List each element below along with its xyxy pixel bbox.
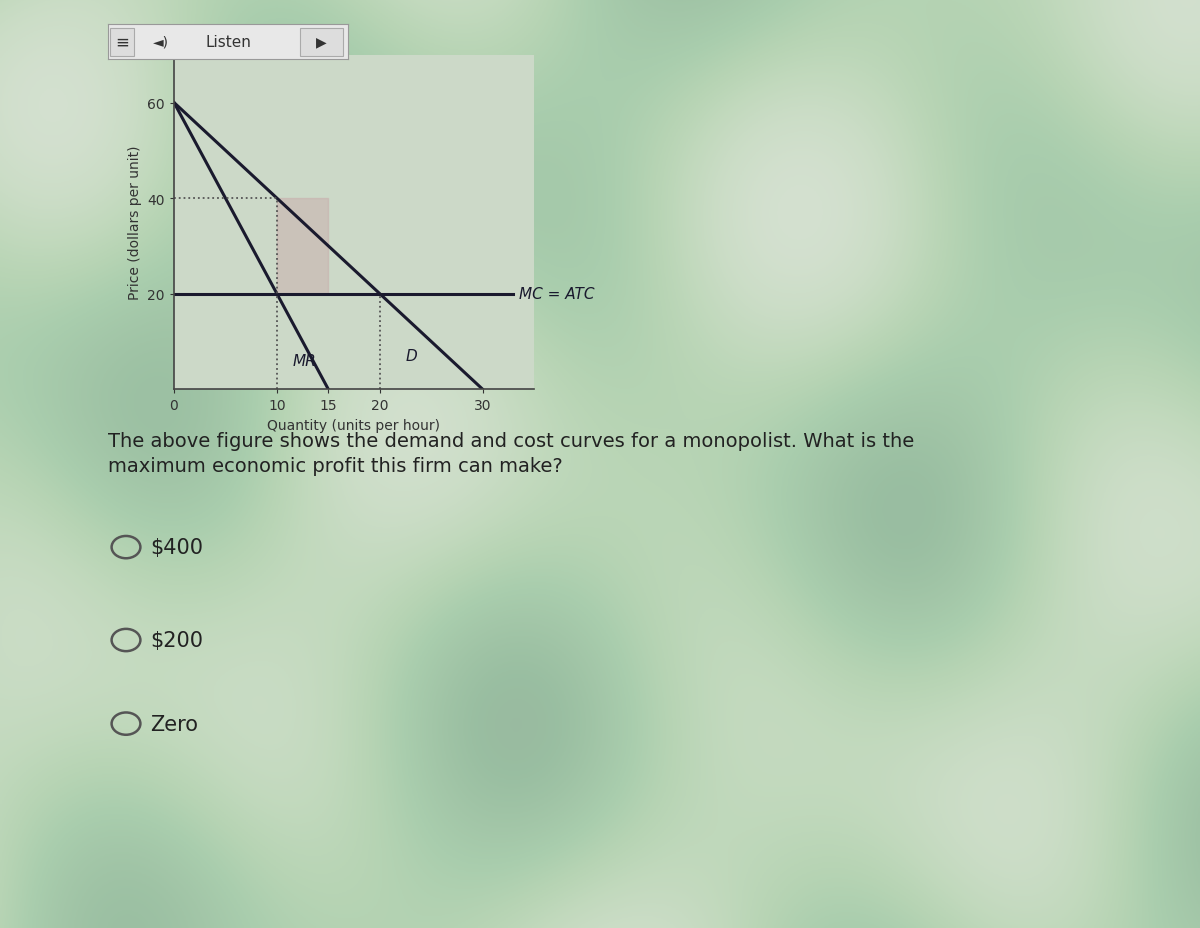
Text: Zero: Zero (150, 714, 198, 734)
Text: MC = ATC: MC = ATC (518, 287, 594, 302)
Text: ◄): ◄) (152, 35, 169, 50)
X-axis label: Quantity (units per hour): Quantity (units per hour) (268, 419, 440, 432)
Text: $200: $200 (150, 630, 203, 651)
Text: Listen: Listen (205, 35, 251, 50)
Text: $400: $400 (150, 537, 203, 558)
Text: ≡: ≡ (115, 33, 130, 52)
FancyBboxPatch shape (110, 29, 134, 57)
Text: The above figure shows the demand and cost curves for a monopolist. What is the
: The above figure shows the demand and co… (108, 432, 914, 475)
Y-axis label: Price (dollars per unit): Price (dollars per unit) (127, 146, 142, 300)
Text: ▶: ▶ (317, 35, 326, 50)
Text: MR: MR (293, 354, 316, 368)
Text: D: D (406, 349, 418, 364)
FancyBboxPatch shape (300, 29, 343, 57)
